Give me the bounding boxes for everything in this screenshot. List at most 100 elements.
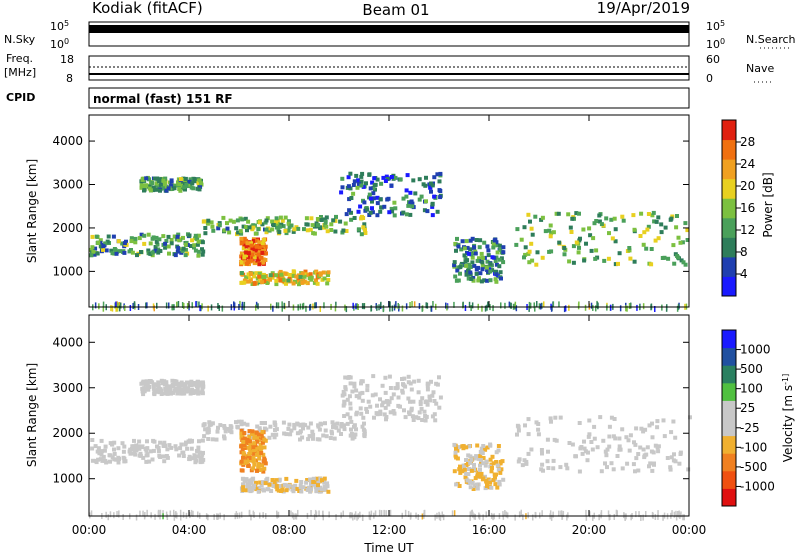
heatmap-cell (243, 257, 247, 262)
heatmap-cell (607, 434, 612, 439)
heatmap-cell (314, 278, 318, 283)
heatmap-cell (589, 440, 594, 444)
heatmap-cell (397, 303, 399, 309)
heatmap-cell (435, 172, 440, 177)
heatmap-cell (597, 219, 602, 224)
heatmap-cell (632, 440, 636, 445)
heatmap-cell (251, 459, 256, 464)
heatmap-cell (662, 514, 664, 521)
heatmap-cell (183, 242, 188, 247)
heatmap-cell (592, 304, 594, 311)
heatmap-cell (495, 463, 500, 468)
heatmap-cell (352, 435, 357, 439)
heatmap-cell (494, 269, 498, 274)
heatmap-cell (494, 279, 499, 284)
heatmap-cell (491, 245, 496, 250)
heatmap-cell (173, 379, 178, 384)
heatmap-cell (398, 177, 403, 182)
heatmap-cell (314, 488, 319, 493)
heatmap-cell (416, 378, 421, 383)
heatmap-cell (647, 423, 652, 428)
heatmap-cell (290, 510, 292, 517)
heatmap-cell (262, 426, 267, 431)
heatmap-cell (642, 303, 645, 310)
heatmap-cell (490, 466, 494, 470)
heatmap-cell (275, 221, 280, 226)
heatmap-cell (671, 419, 676, 424)
velocity-colorbar-swatch (722, 435, 736, 454)
heatmap-cell (217, 223, 222, 228)
heatmap-cell (376, 304, 378, 311)
heatmap-cell (146, 387, 151, 392)
heatmap-cell (577, 238, 582, 243)
heatmap-cell (677, 511, 679, 517)
heatmap-cell (616, 510, 618, 517)
heatmap-cell (439, 515, 442, 521)
heatmap-cell (155, 176, 160, 181)
heatmap-cell (189, 244, 193, 248)
heatmap-cell (360, 379, 365, 384)
heatmap-cell (278, 215, 283, 220)
heatmap-cell (571, 260, 576, 265)
heatmap-cell (406, 380, 411, 385)
heatmap-cell (180, 514, 182, 521)
heatmap-cell (362, 429, 367, 434)
heatmap-cell (165, 511, 168, 518)
heatmap-cell (116, 446, 121, 451)
heatmap-cell (148, 251, 153, 256)
heatmap-cell (171, 390, 176, 395)
heatmap-cell (541, 302, 543, 309)
heatmap-cell (322, 225, 326, 230)
heatmap-cell (153, 389, 158, 394)
heatmap-cell (145, 446, 150, 451)
heatmap-cell (361, 514, 364, 521)
heatmap-cell (265, 216, 270, 221)
heatmap-cell (281, 277, 286, 282)
heatmap-cell (582, 446, 587, 451)
heatmap-cell (348, 375, 353, 380)
heatmap-cell (505, 511, 508, 518)
heatmap-cell (115, 301, 117, 308)
heatmap-cell (235, 218, 240, 223)
heatmap-cell (335, 301, 337, 308)
heatmap-cell (425, 387, 430, 392)
heatmap-cell (474, 513, 476, 520)
heatmap-cell (354, 394, 359, 399)
heatmap-cell (308, 477, 313, 482)
heatmap-cell (259, 255, 264, 260)
heatmap-cell (308, 227, 313, 232)
heatmap-cell (109, 248, 114, 253)
heatmap-cell (526, 212, 531, 217)
heatmap-cell (192, 510, 194, 517)
heatmap-cell (411, 399, 416, 404)
heatmap-cell (97, 451, 102, 456)
heatmap-cell (494, 255, 499, 260)
heatmap-cell (195, 301, 197, 308)
heatmap-cell (620, 214, 625, 219)
heatmap-cell (410, 201, 415, 206)
heatmap-cell (110, 442, 115, 447)
heatmap-cell (401, 210, 406, 215)
heatmap-cell (464, 263, 469, 268)
heatmap-cell (520, 463, 525, 468)
heatmap-cell (129, 239, 134, 244)
heatmap-cell (660, 256, 665, 260)
heatmap-cell (452, 260, 457, 265)
heatmap-cell (107, 514, 109, 521)
heatmap-cell (249, 488, 254, 493)
heatmap-cell (323, 428, 328, 433)
heatmap-cell (300, 271, 305, 276)
heatmap-cell (213, 513, 215, 520)
heatmap-cell (322, 276, 327, 281)
heatmap-cell (103, 241, 108, 246)
heatmap-cell (514, 514, 516, 521)
heatmap-cell (202, 434, 207, 439)
heatmap-cell (89, 512, 91, 519)
heatmap-cell (240, 511, 243, 518)
heatmap-cell (122, 241, 127, 246)
heatmap-cell (309, 277, 314, 282)
power-colorbar-swatch (722, 276, 736, 297)
heatmap-cell (536, 301, 538, 307)
heatmap-cell (396, 395, 401, 400)
